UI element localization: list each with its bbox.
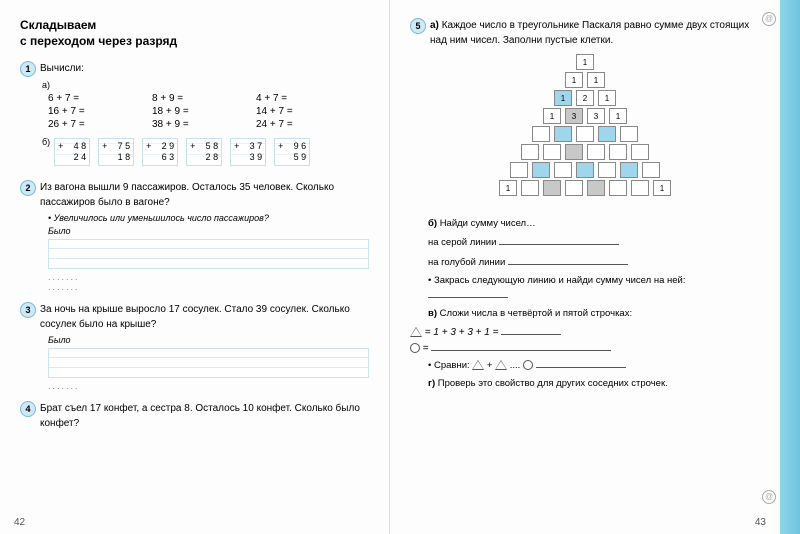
col-2: +2 96 3 [142,138,178,166]
triangle-icon [410,327,422,337]
task-3-text: За ночь на крыше выросло 17 сосулек. Ста… [40,302,369,332]
b-fill-line: • Закрась следующую линию и найди сумму … [428,274,760,304]
pascal-triangle: 111121133111 [470,54,700,209]
col-0: +4 82 4 [54,138,90,166]
pascal-cell [554,126,572,142]
task-5v: в) Сложи числа в четвёртой и пятой строч… [428,307,760,321]
pascal-cell [554,162,572,178]
workbook-spread: Складываем с переходом через разряд 1 Вы… [0,0,800,534]
triangle-icon-2 [472,360,484,370]
pascal-cell [598,162,616,178]
pascal-cell [587,180,605,196]
task-num-1: 1 [20,61,36,77]
task-1-head: Вычисли: [40,61,84,76]
pascal-cell: 3 [565,108,583,124]
pascal-cell [510,162,528,178]
t1-b-label: б) [42,137,50,147]
task-num-3: 3 [20,302,36,318]
pascal-cell [521,144,539,160]
task-2-dots: .............. [48,272,369,292]
page-right: @ 5 а) Каждое число в треугольнике Паска… [390,0,780,534]
pascal-cell: 1 [543,108,561,124]
task-num-4: 4 [20,401,36,417]
pascal-cell [631,180,649,196]
t1-a-label: а) [42,80,50,90]
circle-icon [410,343,420,353]
col-4: +3 73 9 [230,138,266,166]
task-3-dots: ....... [48,381,369,391]
spiral-icon-top: @ [762,12,776,26]
pascal-cell [609,180,627,196]
pascal-cell [609,144,627,160]
task-2-grid [48,239,369,269]
pascal-cell [631,144,649,160]
task-3: 3 За ночь на крыше выросло 17 сосулек. С… [20,302,369,391]
book-edge [780,0,800,534]
page-left: Складываем с переходом через разряд 1 Вы… [0,0,390,534]
pascal-cell: 1 [598,90,616,106]
col-3: +5 82 8 [186,138,222,166]
pascal-cell [543,180,561,196]
pascal-cell [642,162,660,178]
title-line1: Складываем [20,18,369,34]
task-4: 4 Брат съел 17 конфет, а сестра 8. Остал… [20,401,369,431]
page-num-right: 43 [755,517,766,528]
pascal-cell [565,144,583,160]
pascal-cell [543,144,561,160]
task-2-text: Из вагона вышли 9 пассажиров. Осталось 3… [40,180,369,210]
pascal-cell [576,126,594,142]
pascal-cell: 1 [565,72,583,88]
pascal-cell [620,126,638,142]
eq-row-0: 6 + 7 = 8 + 9 = 4 + 7 = [48,93,369,104]
pascal-cell [620,162,638,178]
task-4-text: Брат съел 17 конфет, а сестра 8. Осталос… [40,401,369,431]
task-num-5: 5 [410,18,426,34]
pascal-cell: 1 [554,90,572,106]
task-5g: г) Проверь это свойство для других сосед… [428,377,760,391]
spiral-icon-bottom: @ [762,490,776,504]
pascal-cell [587,144,605,160]
pascal-cell: 1 [499,180,517,196]
b-blue-line: на голубой линии [428,255,760,270]
pascal-cell: 3 [587,108,605,124]
task-2-bylo: Было [48,226,369,236]
eq-row-2: 26 + 7 = 38 + 9 = 24 + 7 = [48,119,369,130]
task-5a: а) Каждое число в треугольнике Паскаля р… [430,18,760,48]
task-num-2: 2 [20,180,36,196]
task-2-hint: • Увеличилось или уменьшилось число пасс… [48,213,369,223]
triangle-icon-3 [495,360,507,370]
column-additions: +4 82 4 +7 51 8 +2 96 3 +5 82 8 +3 73 9 … [54,138,310,166]
pascal-cell [521,180,539,196]
task-1: 1 Вычисли: а) 6 + 7 = 8 + 9 = 4 + 7 = 16… [20,61,369,170]
col-1: +7 51 8 [98,138,134,166]
pascal-cell: 1 [576,54,594,70]
task-5b: б) Найди сумму чисел… [428,217,760,231]
eq-row-1: 16 + 7 = 18 + 9 = 14 + 7 = [48,106,369,117]
title-line2: с переходом через разряд [20,34,369,50]
v-eq1: = 1 + 3 + 3 + 1 = [410,325,760,338]
task-2: 2 Из вагона вышли 9 пассажиров. Осталось… [20,180,369,292]
pascal-cell [576,162,594,178]
pascal-cell [565,180,583,196]
task-3-bylo: Было [48,335,369,345]
section-title: Складываем с переходом через разряд [20,18,369,49]
b-gray-line: на серой линии [428,235,760,250]
col-5: +9 65 9 [274,138,310,166]
pascal-cell: 1 [653,180,671,196]
circle-icon-2 [523,360,533,370]
page-num-left: 42 [14,517,25,528]
v-eq2: = [410,341,760,354]
task-5: 5 а) Каждое число в треугольнике Паскаля… [410,18,760,391]
v-compare: • Сравни: + .... [428,358,760,373]
pascal-cell [532,162,550,178]
pascal-cell: 1 [587,72,605,88]
pascal-cell [532,126,550,142]
pascal-cell: 1 [609,108,627,124]
pascal-cell [598,126,616,142]
pascal-cell: 2 [576,90,594,106]
task-3-grid [48,348,369,378]
